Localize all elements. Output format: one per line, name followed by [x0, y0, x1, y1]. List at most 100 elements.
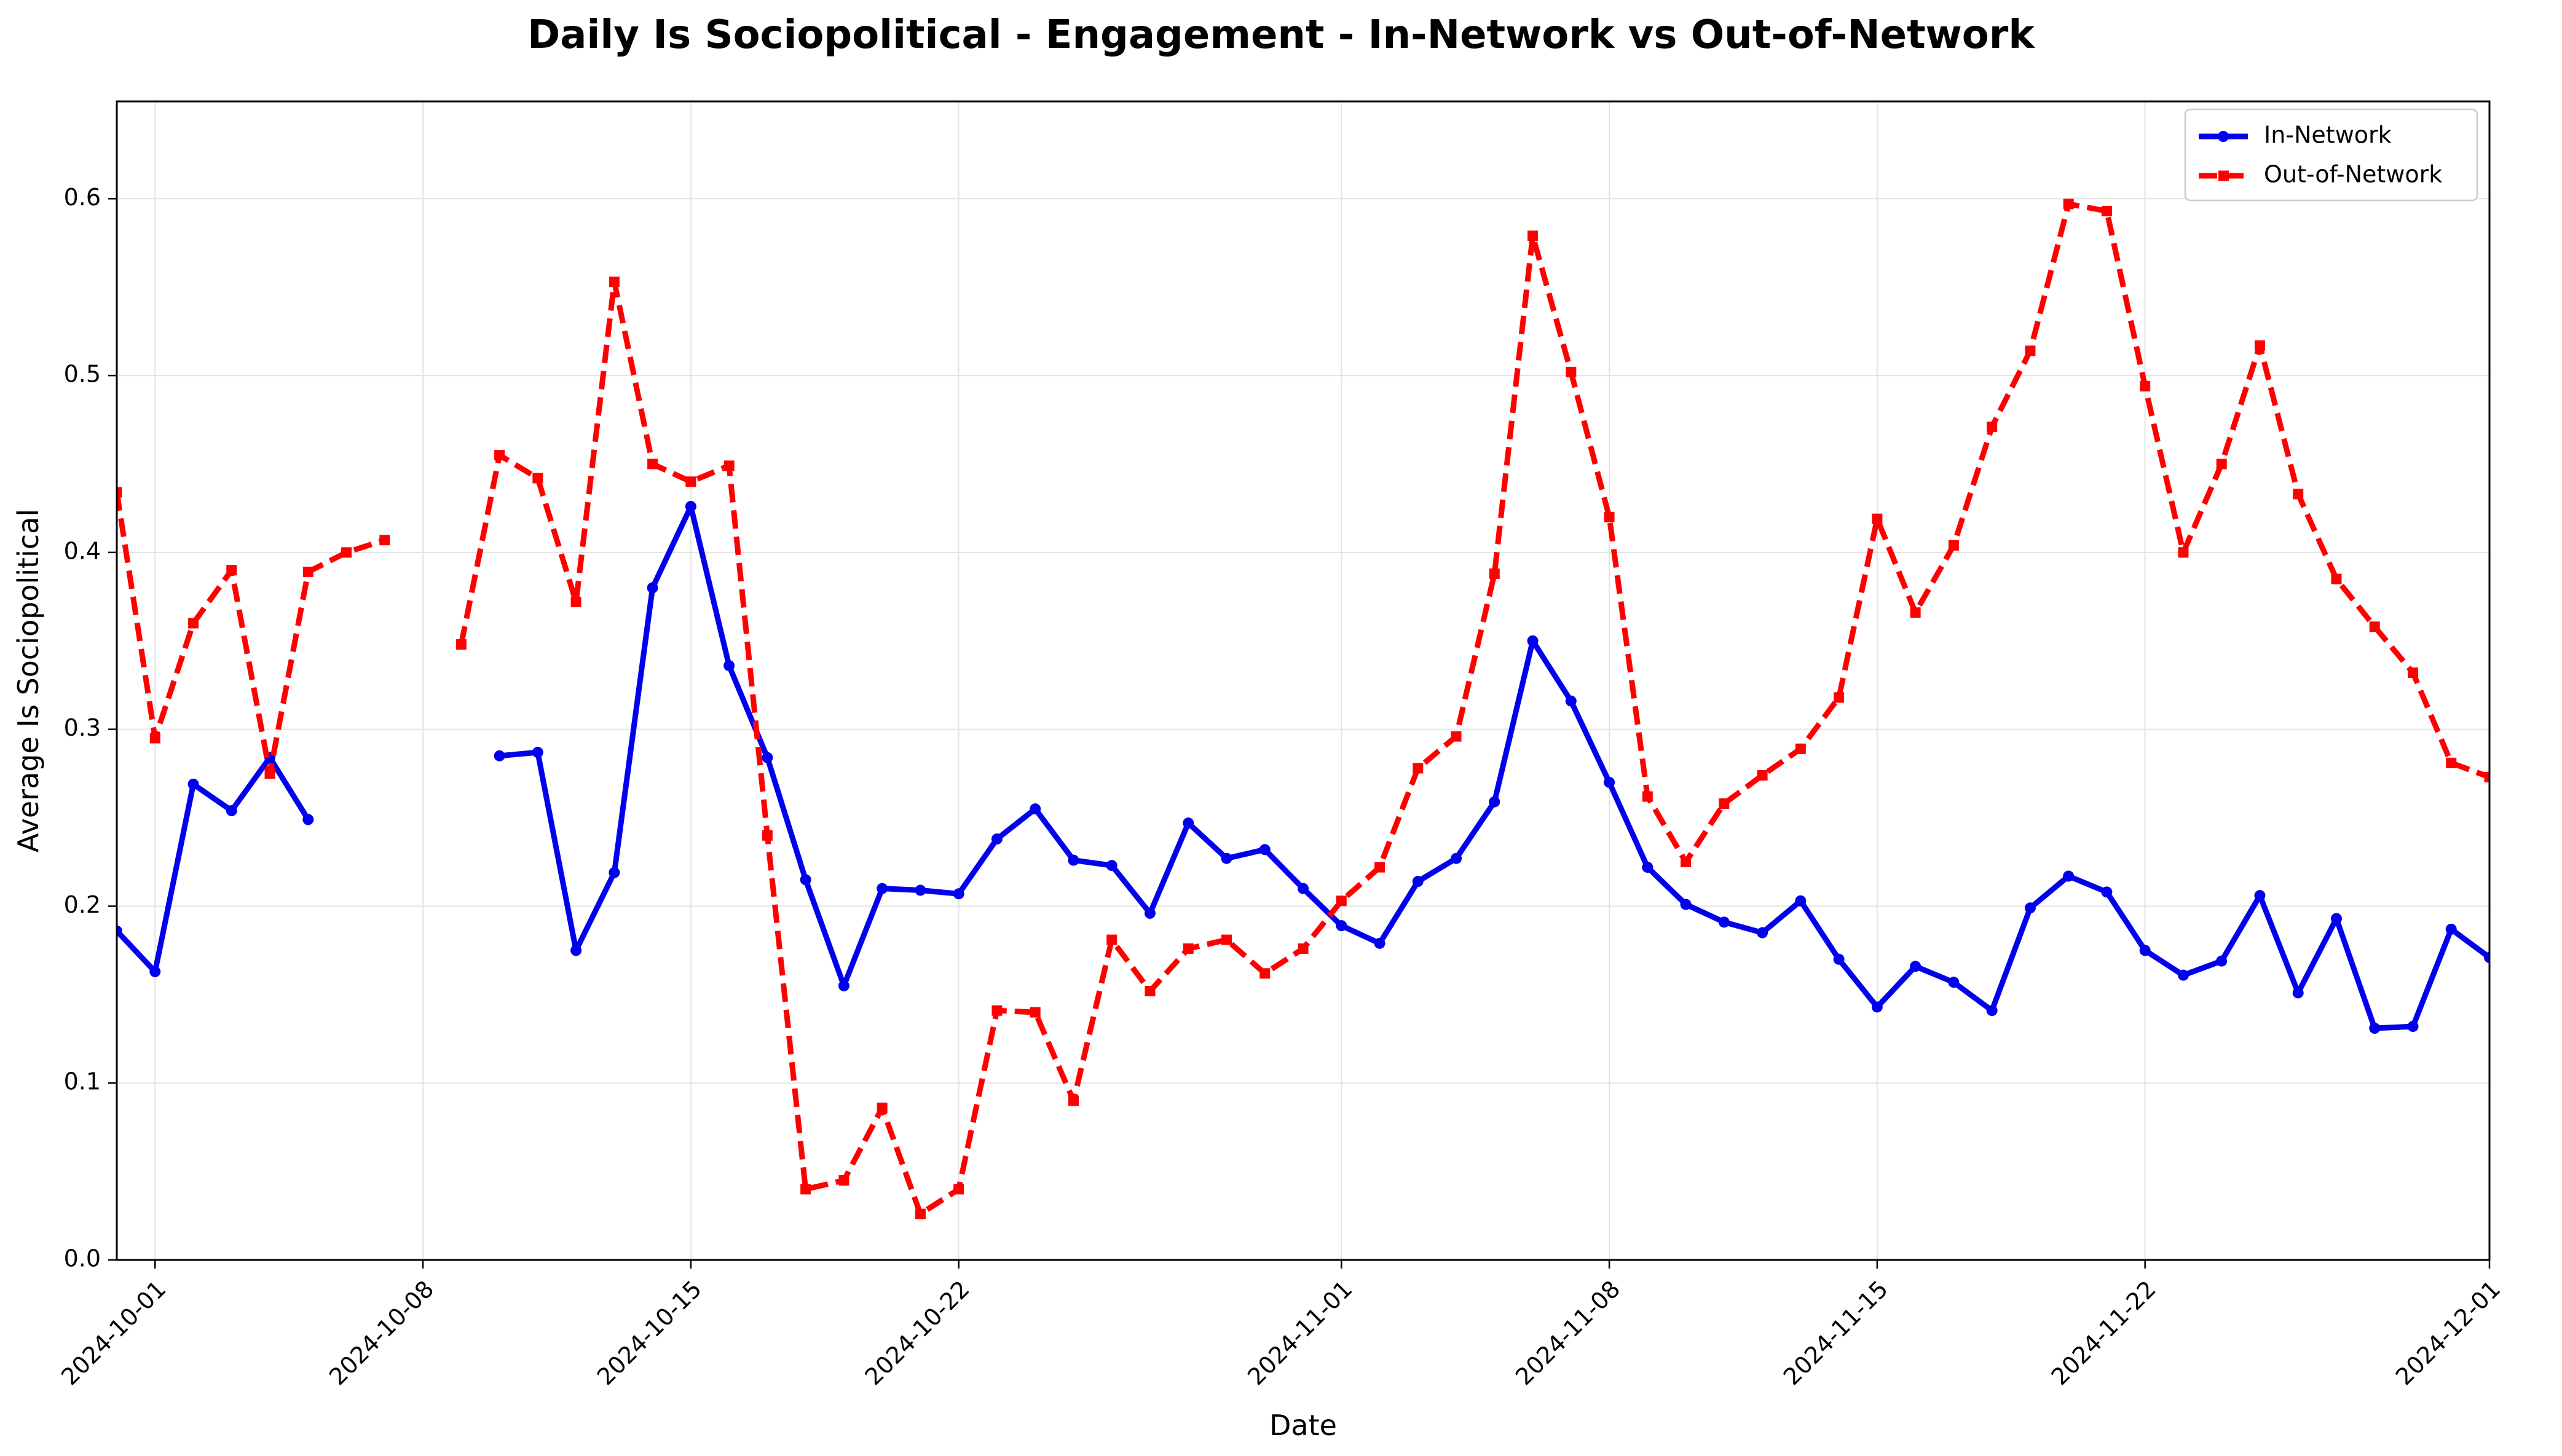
data-point [685, 476, 696, 487]
x-tick-label: 2024-10-15 [592, 1275, 707, 1390]
legend-label: Out-of-Network [2264, 161, 2442, 188]
legend: In-Network Out-of-Network [2184, 108, 2478, 202]
data-point [532, 473, 543, 484]
data-point [1183, 817, 1194, 829]
data-point [2369, 621, 2380, 632]
series-in-network [117, 501, 2489, 1034]
data-point [1489, 568, 1500, 579]
data-point [991, 1005, 1003, 1016]
data-point [1834, 692, 1845, 703]
data-point [1910, 607, 1921, 618]
data-point [800, 1184, 811, 1195]
legend-marker [2218, 131, 2229, 142]
data-point [149, 966, 161, 977]
data-point [1336, 895, 1347, 907]
data-point [1681, 856, 1692, 867]
data-point [494, 750, 505, 761]
data-point [2254, 890, 2266, 902]
data-point [1221, 852, 1232, 864]
data-point [2484, 771, 2489, 782]
data-point [2063, 870, 2075, 882]
data-point [1144, 907, 1156, 919]
series-line [117, 492, 386, 777]
data-point [723, 660, 735, 672]
series-line [117, 755, 311, 975]
data-point [1527, 635, 1539, 647]
x-tick-label: 2024-11-15 [1778, 1275, 1893, 1390]
data-point [2216, 955, 2228, 967]
legend-label: In-Network [2264, 122, 2392, 149]
data-point [609, 867, 620, 878]
y-tick-label: 0.4 [64, 537, 101, 564]
data-point [1412, 876, 1424, 887]
x-tick-label: 2024-11-08 [1510, 1275, 1625, 1390]
series-out-of-network [117, 199, 2489, 1219]
data-point [2216, 458, 2227, 470]
data-point [1259, 968, 1271, 979]
data-point [1757, 769, 1768, 781]
chart-title: Daily Is Sociopolitical - Engagement - I… [527, 12, 2035, 58]
data-point [723, 460, 735, 471]
data-point [2330, 913, 2342, 924]
data-point [226, 565, 237, 576]
data-point [1259, 844, 1271, 856]
x-axis-label: Date [1269, 1409, 1337, 1442]
data-point [2446, 757, 2457, 768]
data-point [341, 547, 352, 558]
data-point [1910, 961, 1922, 972]
plot-frame [116, 100, 2491, 1261]
data-point [1987, 422, 1998, 433]
x-tick-label: 2024-12-01 [2391, 1275, 2505, 1390]
grid [117, 101, 2490, 1261]
data-point [647, 582, 658, 594]
data-point [302, 567, 313, 578]
data-point [1068, 854, 1079, 866]
data-point [1183, 943, 1194, 954]
data-point [1948, 540, 1959, 551]
data-point [762, 752, 773, 763]
data-point [2024, 902, 2036, 914]
data-point [1374, 862, 1385, 873]
data-point [1413, 763, 1424, 774]
legend-marker [2218, 170, 2229, 181]
data-point [1489, 796, 1500, 808]
x-tick-label: 2024-11-22 [2046, 1275, 2161, 1390]
x-tick-label: 2024-10-22 [860, 1275, 975, 1390]
data-point [2177, 969, 2189, 981]
data-point [1795, 895, 1807, 907]
data-point [226, 805, 237, 817]
data-point [2445, 923, 2457, 935]
data-point [1986, 1005, 1998, 1017]
y-tick-label: 0.2 [64, 891, 101, 918]
data-point [570, 945, 582, 956]
data-point [187, 778, 199, 790]
series-line [458, 201, 2489, 1217]
data-point [302, 814, 314, 825]
data-point [609, 277, 620, 288]
y-tick-label: 0.5 [64, 361, 101, 388]
data-point [570, 596, 581, 607]
data-point [2101, 205, 2112, 216]
data-point [2140, 380, 2151, 392]
data-point [2369, 1023, 2381, 1034]
x-tick-label: 2024-10-08 [324, 1275, 439, 1390]
data-point [117, 925, 122, 937]
data-point [685, 501, 696, 513]
data-point [1566, 366, 1577, 377]
y-axis-label: Average Is Sociopolitical [12, 509, 45, 852]
data-point [2063, 199, 2074, 210]
data-point [2484, 951, 2489, 963]
x-tick-label: 2024-11-01 [1242, 1275, 1357, 1390]
data-point [915, 884, 926, 896]
data-point [2407, 667, 2418, 679]
data-point [762, 830, 773, 841]
data-point [1068, 1095, 1079, 1106]
data-point [1030, 1007, 1041, 1018]
data-point [1106, 860, 1117, 872]
data-point [800, 874, 811, 886]
data-point [2293, 489, 2304, 500]
data-point [953, 1184, 964, 1195]
data-point [953, 888, 964, 900]
data-point [991, 833, 1003, 845]
data-point [2407, 1021, 2419, 1033]
